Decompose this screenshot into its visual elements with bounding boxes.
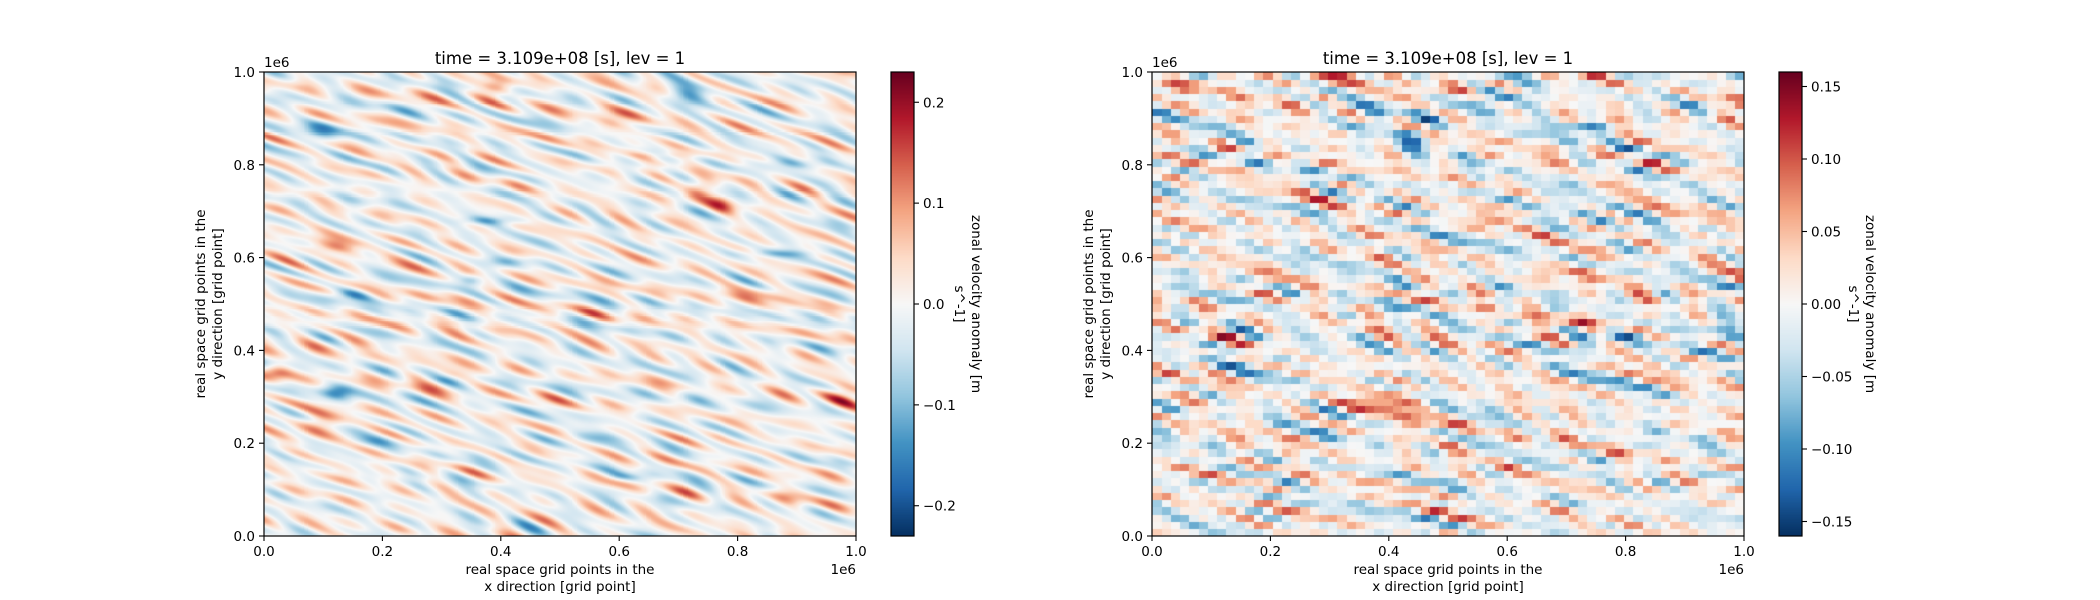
colorbar-tick-label: 0.1	[923, 196, 944, 212]
heatmap-canvas	[264, 72, 856, 536]
y-axis-ticks: 0.0 0.2 0.4 0.6 0.8 1.0	[1122, 65, 1152, 545]
colorbar-tick-label: 0.00	[1811, 297, 1841, 313]
colorbar-ticks: −0.15 −0.10 −0.05 0.00 0.05 0.10 0.15	[1802, 80, 1852, 531]
y-tick-label: 0.6	[1122, 251, 1143, 267]
x-tick-label: 0.2	[372, 544, 393, 560]
heatmap-plot-area	[1152, 72, 1744, 536]
y-tick-label: 0.0	[234, 529, 255, 545]
x-tick-label: 0.8	[727, 544, 748, 560]
y-tick-label: 0.2	[1122, 436, 1143, 452]
x-tick-label: 0.2	[1260, 544, 1281, 560]
y-axis-label-line-1: real space grid points in the	[1081, 209, 1097, 398]
x-tick-label: 0.4	[1378, 544, 1399, 560]
colorbar-tick-label: 0.15	[1811, 80, 1841, 96]
colorbar-tick-label: −0.05	[1811, 370, 1852, 386]
y-tick-label: 1.0	[234, 65, 255, 81]
colorbar	[891, 72, 914, 536]
colorbar-canvas	[891, 72, 914, 536]
x-tick-label: 1.0	[1733, 544, 1754, 560]
y-tick-label: 0.8	[1122, 158, 1143, 174]
y-tick-label: 0.4	[234, 343, 255, 359]
colorbar-tick-label: 0.10	[1811, 152, 1841, 168]
heatmap-canvas	[1152, 72, 1744, 536]
x-axis-label-line-2: x direction [grid point]	[484, 579, 635, 595]
x-tick-label: 0.6	[608, 544, 629, 560]
y-tick-label: 0.0	[1122, 529, 1143, 545]
x-tick-label: 1.0	[845, 544, 866, 560]
x-tick-label: 0.0	[253, 544, 274, 560]
x-tick-label: 0.8	[1615, 544, 1636, 560]
y-tick-label: 0.6	[234, 251, 255, 267]
colorbar-tick-label: 0.0	[923, 297, 944, 313]
y-axis-label-line-1: real space grid points in the	[193, 209, 209, 398]
x-offset-label: 1e6	[1719, 562, 1744, 578]
y-offset-label: 1e6	[1152, 55, 1177, 71]
y-tick-label: 0.2	[234, 436, 255, 452]
y-tick-label: 0.4	[1122, 343, 1143, 359]
plot-frame	[1151, 71, 1745, 537]
colorbar-tick-label: −0.15	[1811, 515, 1852, 531]
x-axis-label-line-1: real space grid points in the	[1353, 562, 1542, 578]
colorbar-label-line-1: zonal velocity anomaly [m	[968, 215, 984, 393]
colorbar-tick-label: 0.05	[1811, 225, 1841, 241]
x-tick-label: 0.6	[1496, 544, 1517, 560]
x-tick-label: 0.0	[1141, 544, 1162, 560]
x-offset-label: 1e6	[831, 562, 856, 578]
chart-panel-2: time = 3.109e+08 [s], lev = 1 1e6 0.0 0.2…	[1081, 49, 1878, 595]
heatmap-plot-area	[264, 72, 856, 536]
chart-panel-1: time = 3.109e+08 [s], lev = 1 1e6 0.0 0.2…	[193, 49, 984, 595]
x-tick-label: 0.4	[490, 544, 511, 560]
y-tick-label: 0.8	[234, 158, 255, 174]
colorbar-label-line-2: s^-1]	[951, 285, 967, 322]
x-axis-ticks: 0.0 0.2 0.4 0.6 0.8 1.0	[253, 536, 867, 560]
x-axis-label-line-1: real space grid points in the	[465, 562, 654, 578]
colorbar-tick-label: −0.1	[923, 398, 956, 414]
colorbar-ticks: −0.2 −0.1 0.0 0.1 0.2	[914, 95, 956, 515]
x-axis-ticks: 0.0 0.2 0.4 0.6 0.8 1.0	[1141, 536, 1755, 560]
colorbar-tick-label: 0.2	[923, 95, 944, 111]
chart-title: time = 3.109e+08 [s], lev = 1	[435, 49, 685, 68]
y-offset-label: 1e6	[264, 55, 289, 71]
colorbar-label-line-2: s^-1]	[1845, 285, 1861, 322]
x-axis-label-line-2: x direction [grid point]	[1372, 579, 1523, 595]
y-axis-label-line-2: y direction [grid point]	[210, 228, 226, 379]
colorbar-tick-label: −0.2	[923, 499, 956, 515]
colorbar-label-line-1: zonal velocity anomaly [m	[1862, 215, 1878, 393]
y-tick-label: 1.0	[1122, 65, 1143, 81]
y-axis-label-line-2: y direction [grid point]	[1098, 228, 1114, 379]
colorbar-tick-label: −0.10	[1811, 442, 1852, 458]
plot-frame	[263, 71, 857, 537]
colorbar	[1779, 72, 1802, 536]
chart-title: time = 3.109e+08 [s], lev = 1	[1323, 49, 1573, 68]
y-axis-ticks: 0.0 0.2 0.4 0.6 0.8 1.0	[234, 65, 264, 545]
colorbar-canvas	[1779, 72, 1802, 536]
